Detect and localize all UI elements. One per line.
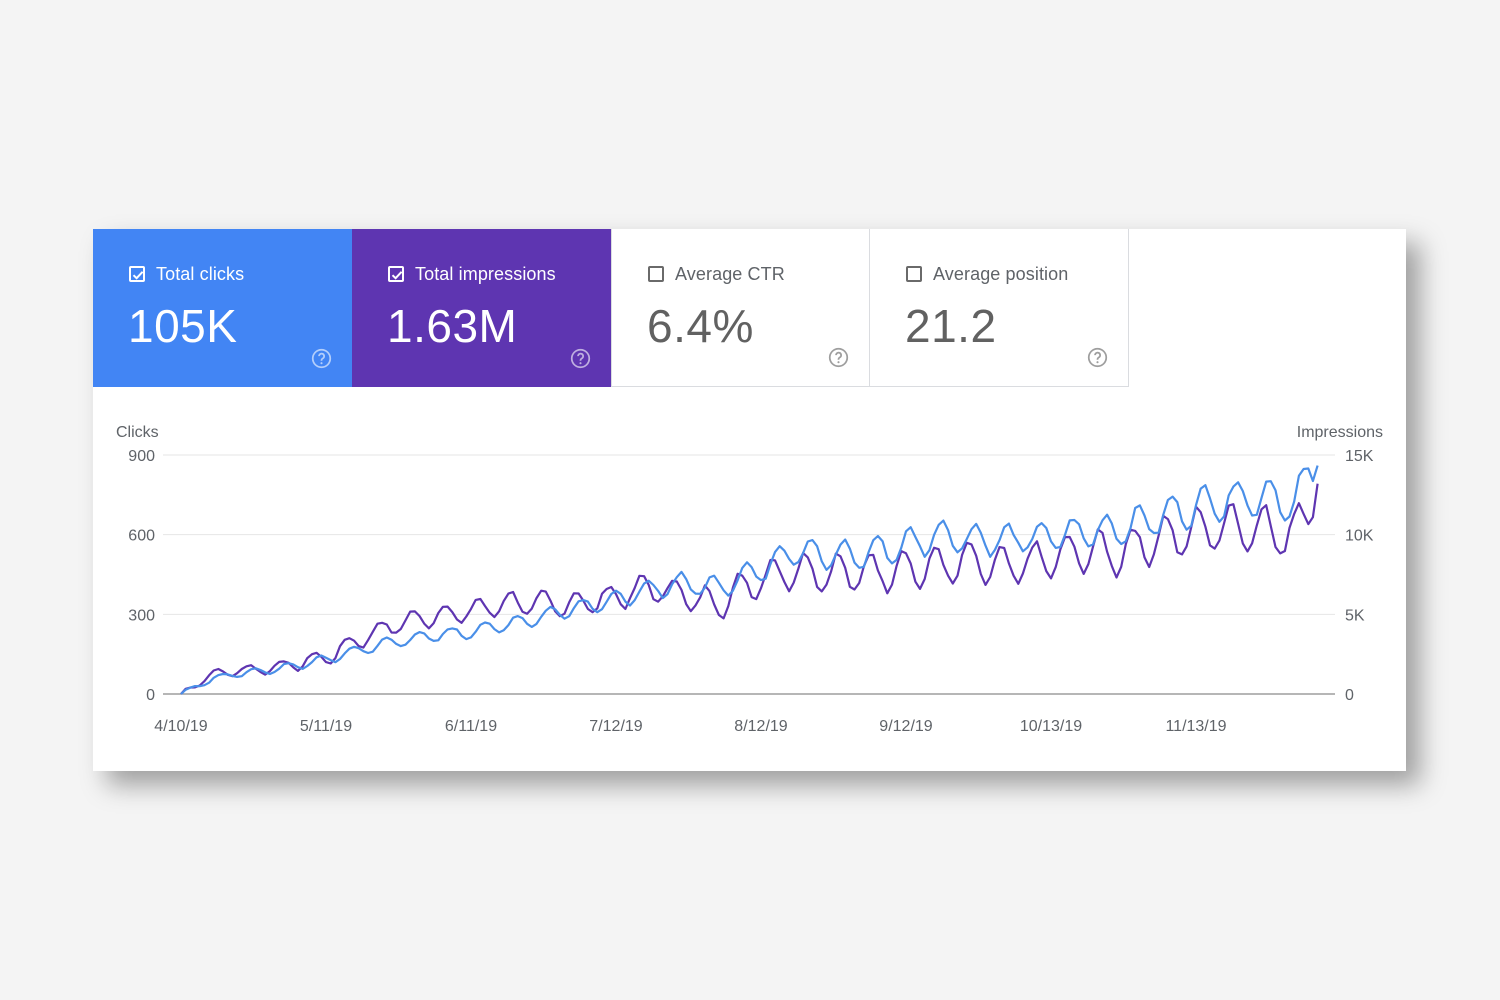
tile-value: 1.63M — [387, 300, 518, 352]
x-tick-label: 10/13/19 — [1020, 718, 1082, 735]
performance-chart: Clicks Impressions 0 0 300 5K 600 10K 900 15K 4… — [93, 387, 1406, 771]
left-tick-label: 600 — [128, 528, 155, 545]
x-tick-label: 6/11/19 — [445, 718, 497, 735]
help-circle-icon[interactable] — [570, 348, 591, 369]
tile-average-position[interactable]: Average position 21.2 — [870, 229, 1129, 387]
checkbox-icon[interactable] — [129, 266, 145, 282]
help-circle-icon[interactable] — [828, 347, 849, 368]
tile-label: Average position — [933, 264, 1069, 284]
x-tick-label: 5/11/19 — [300, 718, 352, 735]
performance-card: Total clicks 105K Total impressions 1.63… — [93, 229, 1406, 771]
checkbox-icon[interactable] — [648, 266, 664, 282]
tile-value: 6.4% — [647, 300, 754, 352]
series-line-clicks — [180, 465, 1319, 695]
tile-label: Total impressions — [415, 264, 556, 284]
tile-label: Average CTR — [675, 264, 785, 284]
right-tick-label: 5K — [1345, 607, 1365, 624]
right-tick-label: 15K — [1345, 448, 1374, 465]
right-tick-label: 10K — [1345, 528, 1374, 545]
tile-value: 105K — [128, 300, 238, 352]
tile-total-impressions[interactable]: Total impressions 1.63M — [352, 229, 611, 387]
x-tick-label: 8/12/19 — [734, 718, 787, 735]
x-tick-label: 7/12/19 — [589, 718, 642, 735]
x-tick-label: 9/12/19 — [879, 718, 932, 735]
tile-average-ctr[interactable]: Average CTR 6.4% — [611, 229, 870, 387]
checkbox-icon[interactable] — [388, 266, 404, 282]
left-tick-label: 0 — [146, 687, 155, 704]
tile-total-clicks[interactable]: Total clicks 105K — [93, 229, 352, 387]
help-circle-icon[interactable] — [311, 348, 332, 369]
help-circle-icon[interactable] — [1087, 347, 1108, 368]
left-tick-label: 300 — [128, 607, 155, 624]
metric-tiles: Total clicks 105K Total impressions 1.63… — [93, 229, 1129, 387]
tile-value: 21.2 — [905, 300, 997, 352]
left-tick-label: 900 — [128, 448, 155, 465]
x-tick-label: 11/13/19 — [1165, 718, 1226, 735]
chart-svg: Clicks Impressions 0 0 300 5K 600 10K 900 15K 4… — [116, 424, 1383, 735]
x-tick-label: 4/10/19 — [154, 718, 207, 735]
right-tick-label: 0 — [1345, 687, 1354, 704]
checkbox-icon[interactable] — [906, 266, 922, 282]
tile-label: Total clicks — [156, 264, 245, 284]
series-line-impressions — [180, 483, 1319, 695]
right-axis-label: Impressions — [1297, 424, 1383, 441]
left-axis-label: Clicks — [116, 424, 159, 441]
